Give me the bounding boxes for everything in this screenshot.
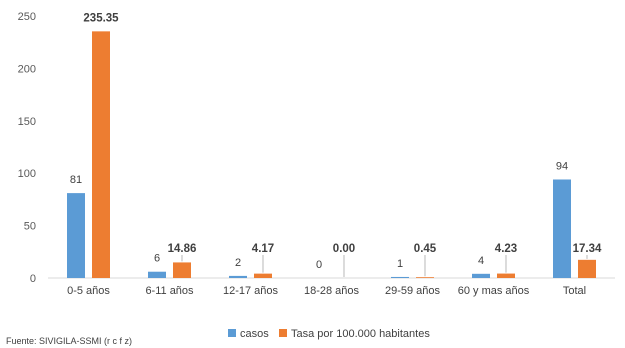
bar-tasa <box>254 273 272 278</box>
x-axis-categories: 0-5 años 6-11 años 12-17 años 18-28 años 29-… <box>67 285 586 297</box>
bars <box>67 31 596 279</box>
y-tick-label: 150 <box>18 116 36 128</box>
y-tick-label: 100 <box>18 168 36 180</box>
data-label-tasa: 17.34 <box>573 243 602 255</box>
bar-tasa <box>497 273 515 278</box>
data-label-casos: 6 <box>154 253 160 265</box>
data-label-casos: 4 <box>478 255 484 267</box>
x-category-label: 6-11 años <box>145 285 194 297</box>
x-category-label: 18-28 años <box>304 285 360 297</box>
bar-casos <box>67 193 85 278</box>
bar-casos <box>148 271 166 278</box>
legend-label-casos: casos <box>240 328 269 340</box>
bar-tasa <box>173 262 191 278</box>
y-tick-label: 0 <box>30 273 36 285</box>
y-axis: 0 50 100 150 200 250 <box>18 11 36 285</box>
data-label-tasa: 235.35 <box>83 12 119 24</box>
data-label-casos: 1 <box>397 258 403 270</box>
data-label-tasa: 0.00 <box>333 243 355 255</box>
bar-casos <box>391 276 409 278</box>
bar-casos <box>553 179 571 278</box>
bar-tasa <box>92 31 110 279</box>
bar-casos <box>472 273 490 278</box>
bar-tasa <box>578 259 596 278</box>
bar-casos <box>229 275 247 278</box>
data-label-casos: 81 <box>70 174 82 186</box>
legend-label-tasa: Tasa por 100.000 habitantes <box>291 328 430 340</box>
y-tick-label: 200 <box>18 63 36 75</box>
x-category-label: Total <box>563 285 586 297</box>
x-category-label: 60 y mas años <box>458 285 530 297</box>
data-label-tasa: 14.86 <box>168 243 197 255</box>
y-tick-label: 50 <box>24 221 36 233</box>
data-label-casos: 2 <box>235 257 241 269</box>
legend-swatch-casos <box>228 329 236 337</box>
data-label-tasa: 4.23 <box>495 243 517 255</box>
data-label-tasa: 0.45 <box>414 243 437 255</box>
y-tick-label: 250 <box>18 11 36 23</box>
data-label-casos: 94 <box>556 160 568 172</box>
bar-tasa <box>416 277 434 278</box>
data-labels: 81 235.35 6 14.86 2 4.17 0 0.00 1 0.45 4 4.23 94 17.3… <box>70 12 602 277</box>
data-label-casos: 0 <box>316 259 322 271</box>
legend: casos Tasa por 100.000 habitantes <box>228 328 430 340</box>
legend-swatch-tasa <box>279 329 287 337</box>
x-category-label: 12-17 años <box>223 285 279 297</box>
x-category-label: 29-59 años <box>385 285 441 297</box>
source-note: Fuente: SIVIGILA-SSMI (r c f z) <box>6 336 132 346</box>
x-category-label: 0-5 años <box>67 285 110 297</box>
data-label-tasa: 4.17 <box>252 243 274 255</box>
